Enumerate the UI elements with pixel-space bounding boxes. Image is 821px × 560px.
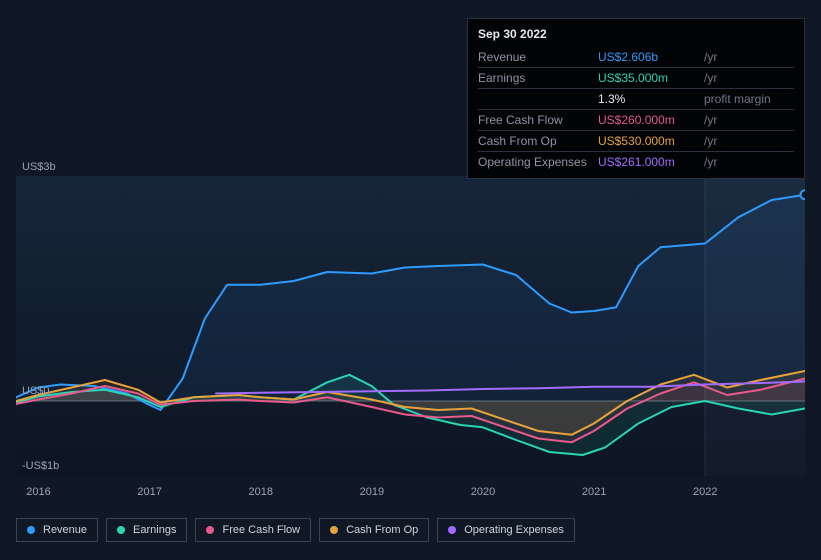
legend-swatch — [448, 526, 456, 534]
tooltip-metric-value: US$2.606b — [598, 47, 700, 68]
tooltip-unit: /yr — [700, 47, 794, 68]
tooltip-subrow: 1.3%profit margin — [478, 89, 794, 110]
tooltip-metric-value: US$35.000m — [598, 68, 700, 89]
tooltip-metric-label: Revenue — [478, 47, 598, 68]
chart-tooltip: Sep 30 2022 RevenueUS$2.606b/yrEarningsU… — [467, 18, 805, 179]
legend-swatch — [27, 526, 35, 534]
tooltip-metric-value: US$261.000m — [598, 152, 700, 173]
x-tick-label: 2017 — [137, 486, 161, 498]
y-tick-label: -US$1b — [22, 460, 59, 472]
legend-item[interactable]: Free Cash Flow — [195, 518, 311, 542]
x-tick-label: 2022 — [693, 486, 717, 498]
legend-label: Free Cash Flow — [222, 524, 300, 536]
tooltip-table: RevenueUS$2.606b/yrEarningsUS$35.000m/yr… — [478, 47, 794, 172]
chart-container: US$3b US$0 -US$1b 2016 2017 2018 2019 2020 20… — [0, 0, 821, 560]
tooltip-metric-label: Free Cash Flow — [478, 110, 598, 131]
legend-item[interactable]: Cash From Op — [319, 518, 429, 542]
legend-label: Revenue — [43, 524, 87, 536]
legend-item[interactable]: Revenue — [16, 518, 98, 542]
x-tick-label: 2019 — [360, 486, 384, 498]
legend-swatch — [330, 526, 338, 534]
line-chart[interactable] — [16, 160, 805, 476]
tooltip-metric-label: Earnings — [478, 68, 598, 89]
tooltip-date: Sep 30 2022 — [478, 27, 794, 41]
tooltip-metric-label: Cash From Op — [478, 131, 598, 152]
legend-label: Earnings — [133, 524, 176, 536]
tooltip-unit: /yr — [700, 110, 794, 131]
legend-item[interactable]: Operating Expenses — [437, 518, 575, 542]
legend-swatch — [206, 526, 214, 534]
chart-legend: Revenue Earnings Free Cash Flow Cash From O… — [16, 518, 575, 542]
x-tick-label: 2018 — [248, 486, 272, 498]
tooltip-row: RevenueUS$2.606b/yr — [478, 47, 794, 68]
tooltip-unit: /yr — [700, 131, 794, 152]
legend-item[interactable]: Earnings — [106, 518, 187, 542]
tooltip-metric-label: Operating Expenses — [478, 152, 598, 173]
tooltip-metric-value: US$530.000m — [598, 131, 700, 152]
legend-label: Operating Expenses — [464, 524, 564, 536]
y-tick-label: US$3b — [22, 161, 56, 173]
tooltip-unit: /yr — [700, 152, 794, 173]
tooltip-row: EarningsUS$35.000m/yr — [478, 68, 794, 89]
x-tick-label: 2020 — [471, 486, 495, 498]
y-tick-label: US$0 — [22, 385, 50, 397]
x-tick-label: 2021 — [582, 486, 606, 498]
tooltip-row: Cash From OpUS$530.000m/yr — [478, 131, 794, 152]
tooltip-metric-value: US$260.000m — [598, 110, 700, 131]
tooltip-unit: /yr — [700, 68, 794, 89]
x-tick-label: 2016 — [26, 486, 50, 498]
tooltip-row: Operating ExpensesUS$261.000m/yr — [478, 152, 794, 173]
legend-label: Cash From Op — [346, 524, 418, 536]
tooltip-sub-value: 1.3% — [598, 89, 700, 110]
tooltip-sub-label: profit margin — [700, 89, 794, 110]
legend-swatch — [117, 526, 125, 534]
tooltip-row: Free Cash FlowUS$260.000m/yr — [478, 110, 794, 131]
